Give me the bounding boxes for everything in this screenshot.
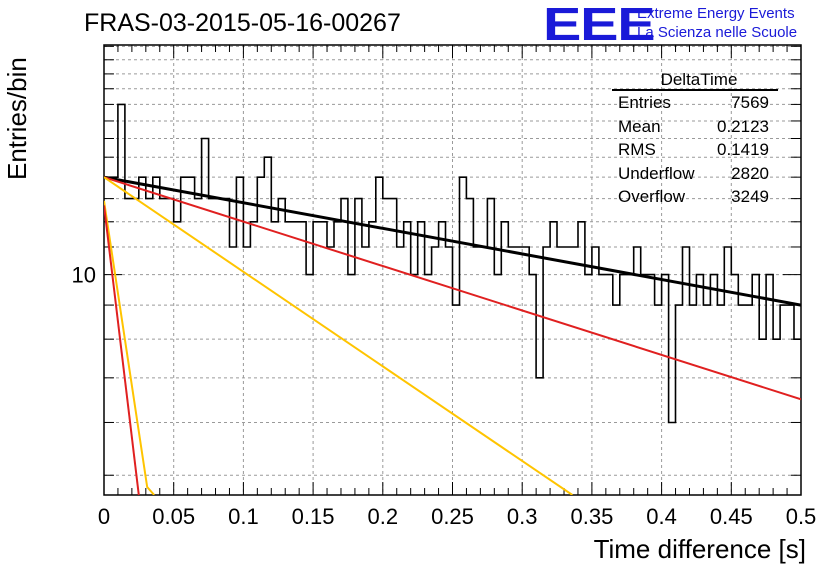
fit-line-5	[104, 205, 140, 495]
stats-box: DeltaTime Entries 7569 Mean 0.2123 RMS 0…	[612, 70, 778, 209]
stats-row: Underflow 2820	[612, 162, 778, 186]
stats-row: Entries 7569	[612, 91, 778, 115]
stats-value: 0.2123	[717, 116, 769, 136]
x-axis-label: Time difference [s]	[593, 534, 806, 564]
x-tick-label: 0.15	[292, 504, 335, 529]
fit-line-1	[104, 175, 801, 307]
stats-value: 2820	[731, 163, 769, 183]
fit-line-4	[104, 200, 155, 495]
x-tick-label: 0	[98, 504, 110, 529]
fit-line-2	[104, 176, 801, 401]
x-tick-label: 0.1	[228, 504, 259, 529]
x-tick-label: 0.05	[152, 504, 195, 529]
stats-label: Underflow	[618, 163, 695, 183]
x-tick-label: 0.35	[570, 504, 613, 529]
stats-label: RMS	[618, 140, 656, 159]
logo-caption-line2: La Scienza nelle Scuole	[637, 24, 798, 41]
y-axis-label: Entries/bin	[2, 57, 32, 180]
stats-value: 7569	[731, 93, 769, 112]
x-tick-label: 0.5	[786, 504, 817, 529]
logo-caption-line1: Extreme Energy Events	[637, 5, 795, 22]
stats-label: Overflow	[618, 187, 686, 206]
logo-caption: Extreme Energy Events La Scienza nelle S…	[637, 4, 797, 42]
stats-label: Entries	[618, 93, 671, 112]
stats-row: Overflow 3249	[612, 185, 778, 209]
x-tick-label: 0.45	[710, 504, 753, 529]
x-tick-label: 0.2	[368, 504, 399, 529]
stats-title: DeltaTime	[612, 70, 778, 91]
stats-label: Mean	[618, 116, 661, 136]
page-title: FRAS-03-2015-05-16-00267	[84, 9, 401, 37]
eee-logo: EEE	[543, 0, 656, 50]
x-tick-label: 0.3	[507, 504, 538, 529]
stats-value: 0.1419	[717, 140, 769, 159]
y-tick-label: 10	[72, 263, 96, 288]
stats-row: RMS 0.1419	[612, 138, 778, 162]
stats-value: 3249	[731, 187, 769, 206]
histogram-steps	[104, 103, 801, 424]
x-tick-label: 0.4	[646, 504, 677, 529]
fit-line-3	[104, 176, 573, 495]
stats-row: Mean 0.2123	[612, 115, 778, 139]
x-tick-label: 0.25	[431, 504, 474, 529]
